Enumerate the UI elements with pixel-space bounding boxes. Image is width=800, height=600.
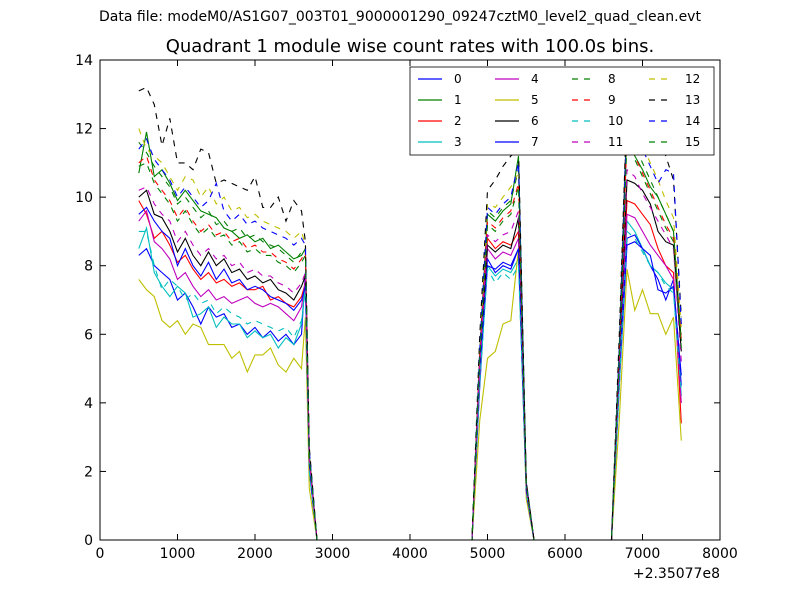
x-tick-label: 5000 <box>470 546 506 562</box>
legend-label-2: 2 <box>454 114 462 128</box>
y-tick-label: 0 <box>84 533 93 549</box>
y-tick-label: 14 <box>75 53 93 69</box>
x-tick-label: 7000 <box>625 546 661 562</box>
y-tick-label: 8 <box>84 259 93 275</box>
legend-label-15: 15 <box>685 135 700 149</box>
x-tick-label: 2000 <box>237 546 273 562</box>
y-tick-label: 6 <box>84 327 93 343</box>
y-tick-label: 2 <box>84 464 93 480</box>
figure-suptitle: Data file: modeM0/AS1G07_003T01_90000012… <box>99 9 701 25</box>
x-tick-label: 8000 <box>702 546 738 562</box>
legend-label-3: 3 <box>454 135 462 149</box>
chart-title: Quadrant 1 module wise count rates with … <box>165 36 655 57</box>
legend-label-4: 4 <box>531 72 539 86</box>
legend-label-14: 14 <box>685 114 700 128</box>
legend-label-7: 7 <box>531 135 539 149</box>
x-tick-label: 0 <box>96 546 105 562</box>
y-tick-label: 4 <box>84 396 93 412</box>
legend-label-9: 9 <box>608 93 616 107</box>
y-tick-label: 10 <box>75 190 93 206</box>
x-tick-label: 4000 <box>392 546 428 562</box>
series-line-12 <box>138 97 682 541</box>
legend-label-0: 0 <box>454 72 462 86</box>
legend-label-5: 5 <box>531 93 539 107</box>
legend-label-10: 10 <box>608 114 623 128</box>
y-tick-label: 12 <box>75 122 93 138</box>
legend-label-13: 13 <box>685 93 700 107</box>
x-tick-label: 6000 <box>547 546 583 562</box>
legend-label-1: 1 <box>454 93 462 107</box>
series-line-13 <box>138 86 682 541</box>
legend-box <box>409 66 715 156</box>
legend-label-12: 12 <box>685 72 700 86</box>
x-offset-label: +2.35077e8 <box>633 566 720 582</box>
x-tick-label: 3000 <box>315 546 351 562</box>
legend-label-8: 8 <box>608 72 616 86</box>
x-tick-label: 1000 <box>160 546 196 562</box>
legend-label-6: 6 <box>531 114 539 128</box>
legend-label-11: 11 <box>608 135 623 149</box>
plot-frame <box>99 59 721 541</box>
